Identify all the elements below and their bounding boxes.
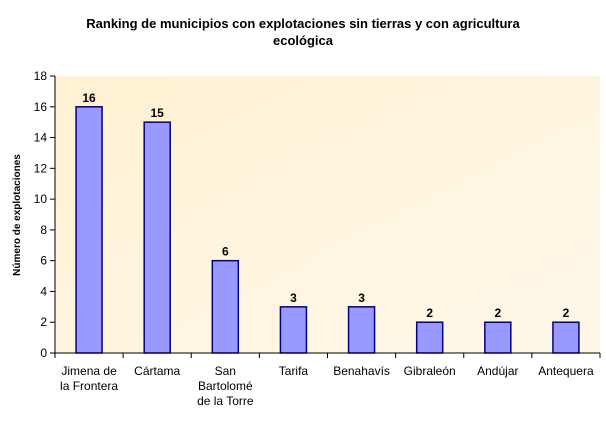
data-labels: 16 15 6 3 3 2 2 2 <box>82 91 569 320</box>
chart-title-line-2: ecológica <box>273 33 334 48</box>
y-axis: 0 2 4 6 8 10 12 14 16 18 <box>34 69 55 360</box>
x-tick-label: San Bartolomé de la Torre <box>197 364 254 408</box>
x-tick-label-line: Jimena de <box>61 364 117 378</box>
x-tick-label-line: Antequera <box>538 364 594 378</box>
x-tick-label-line: la Frontera <box>60 379 118 393</box>
y-tick-label: 10 <box>34 192 48 206</box>
x-tick-label-line: Tarifa <box>279 364 309 378</box>
chart-title-line-1: Ranking de municipios con explotaciones … <box>86 16 520 31</box>
y-tick-label: 16 <box>34 100 48 114</box>
x-tick-label: Antequera <box>538 364 594 378</box>
x-axis: Jimena de la Frontera Cártama San Bartolomé d… <box>54 353 601 408</box>
y-tick-label: 18 <box>34 69 48 83</box>
y-tick-label: 4 <box>40 284 47 298</box>
x-tick-label-line: Andújar <box>477 364 518 378</box>
y-tick-label: 12 <box>34 161 48 175</box>
y-tick-label: 0 <box>40 346 47 360</box>
x-tick-label: Gibraleón <box>404 364 456 378</box>
bar <box>211 259 240 354</box>
bar <box>347 306 376 354</box>
x-tick-label-line: de la Torre <box>197 394 254 408</box>
bar-value-label: 2 <box>563 306 570 320</box>
x-tick-label-line: Cártama <box>134 364 180 378</box>
bar-value-label: 3 <box>358 291 365 305</box>
bar-value-label: 6 <box>222 245 229 259</box>
bar <box>75 106 103 354</box>
bar <box>279 306 308 354</box>
y-tick-label: 2 <box>40 315 47 329</box>
y-axis-title: Número de explotaciones <box>12 154 23 276</box>
bar-value-label: 16 <box>82 91 96 105</box>
plot-area <box>55 76 600 353</box>
bar-value-label: 15 <box>151 106 165 120</box>
x-tick-label-line: San <box>215 364 236 378</box>
x-tick-label: Andújar <box>477 364 518 378</box>
bar-series <box>75 106 580 354</box>
bar-value-label: 2 <box>494 306 501 320</box>
x-tick-label-line: Gibraleón <box>404 364 456 378</box>
bar <box>484 321 512 354</box>
bar-value-label: 3 <box>290 291 297 305</box>
x-tick-label-line: Bartolomé <box>198 379 253 393</box>
y-tick-label: 8 <box>40 223 47 237</box>
bar <box>552 321 580 354</box>
bar <box>143 121 171 354</box>
x-tick-label: Jimena de la Frontera <box>60 364 118 393</box>
y-tick-label: 14 <box>34 131 48 145</box>
x-tick-label-line: Benahavís <box>333 364 390 378</box>
x-tick-label: Cártama <box>134 364 180 378</box>
bar <box>415 321 444 354</box>
bar-value-label: 2 <box>426 306 433 320</box>
chart-title: Ranking de municipios con explotaciones … <box>86 16 520 48</box>
x-tick-label: Tarifa <box>279 364 309 378</box>
y-tick-label: 6 <box>40 254 47 268</box>
x-tick-label: Benahavís <box>333 364 390 378</box>
